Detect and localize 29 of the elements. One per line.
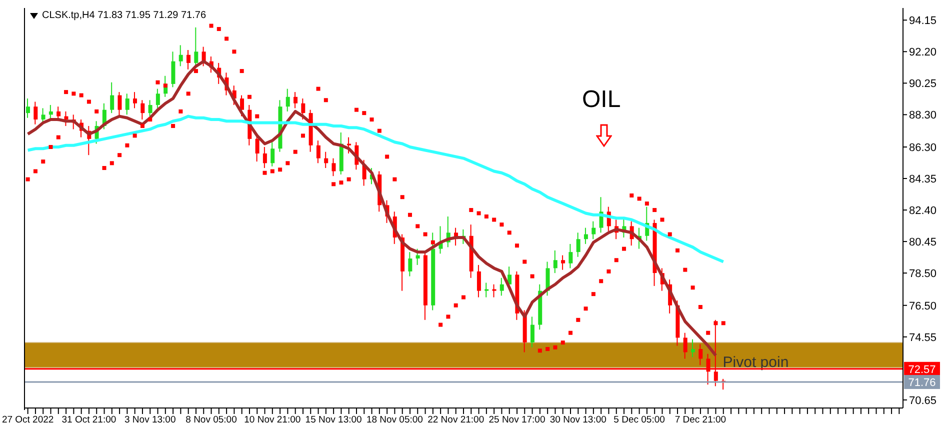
y-tick-label: 74.55 bbox=[909, 332, 937, 344]
ref-line-label: 72.57 bbox=[908, 364, 936, 376]
y-tick-label: 86.30 bbox=[909, 142, 937, 154]
ref-line-label: 71.76 bbox=[908, 376, 936, 389]
annotation: OIL bbox=[582, 86, 621, 114]
x-tick-label: 25 Nov 17:00 bbox=[488, 414, 546, 426]
y-tick-label: 80.45 bbox=[909, 236, 937, 248]
x-tick-label: 27 Oct 2022 bbox=[2, 414, 54, 426]
y-tick-label: 82.40 bbox=[909, 204, 937, 217]
band-label: Pivot poin bbox=[722, 354, 789, 372]
y-tick-label: 92.20 bbox=[909, 46, 937, 59]
x-tick-label: 8 Nov 05:00 bbox=[186, 414, 237, 426]
chart-title: CLSK.tp,H4 71.83 71.95 71.29 71.76 bbox=[42, 10, 206, 21]
x-tick-label: 10 Nov 21:00 bbox=[244, 414, 301, 426]
y-tick-label: 94.15 bbox=[909, 15, 937, 28]
y-tick-label: 84.35 bbox=[909, 173, 937, 186]
y-tick-label: 76.50 bbox=[909, 300, 937, 312]
x-tick-label: 18 Nov 05:00 bbox=[366, 414, 423, 426]
x-tick-label: 31 Oct 21:00 bbox=[62, 414, 116, 426]
x-tick-label: 30 Nov 13:00 bbox=[550, 414, 606, 426]
y-tick-label: 70.65 bbox=[909, 394, 937, 407]
x-tick-label: 7 Dec 21:00 bbox=[674, 414, 726, 426]
y-tick-label: 88.30 bbox=[909, 110, 937, 122]
x-tick-label: 15 Nov 13:00 bbox=[305, 414, 362, 426]
x-tick-label: 5 Dec 05:00 bbox=[614, 414, 665, 426]
x-tick-label: 22 Nov 21:00 bbox=[428, 414, 484, 426]
y-tick-label: 78.50 bbox=[909, 268, 937, 280]
y-tick-label: 90.25 bbox=[909, 78, 937, 90]
x-tick-label: 3 Nov 13:00 bbox=[124, 414, 176, 426]
